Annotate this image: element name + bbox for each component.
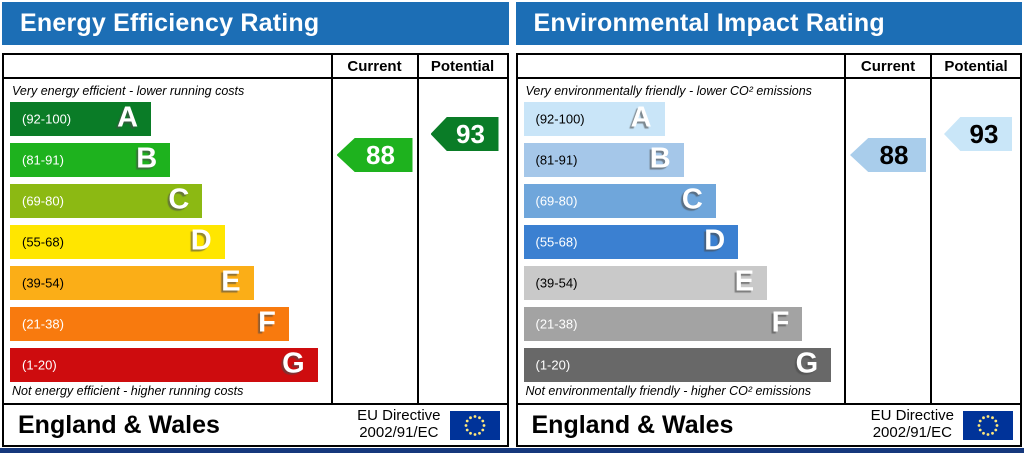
rating-table: Current Potential Very energy efficient …	[2, 53, 509, 447]
current-rating-value: 88	[366, 139, 395, 170]
band-row: (81-91) B	[523, 142, 684, 177]
eu-flag-icon	[963, 410, 1013, 440]
potential-rating-value: 93	[969, 118, 999, 149]
column-header-potential: Potential	[416, 55, 507, 77]
bottom-strip	[0, 448, 1024, 453]
current-rating-arrow: 88	[850, 138, 926, 172]
caption-bottom: Not energy efficient - higher running co…	[12, 384, 244, 398]
table-body-row: Very energy efficient - lower running co…	[4, 79, 507, 405]
eu-directive-line1: EU Directive	[870, 407, 954, 425]
band-letter: B	[649, 142, 671, 175]
band-range: (69-80)	[22, 193, 64, 209]
band-row: (81-91) B	[10, 142, 171, 177]
band-range: (81-91)	[535, 152, 578, 168]
column-header-potential: Potential	[930, 55, 1020, 77]
current-column-cell: 88	[330, 79, 417, 403]
band-letter: C	[168, 183, 190, 216]
panel-title: Energy Efficiency Rating	[2, 2, 509, 45]
band-letter: A	[117, 101, 139, 134]
potential-column-cell: 93	[930, 79, 1020, 403]
column-header-current: Current	[844, 55, 930, 77]
region-label: England & Wales	[18, 410, 220, 439]
band-row: (39-54) E	[10, 265, 254, 300]
band-range: (55-68)	[535, 234, 578, 250]
potential-rating-arrow: 93	[430, 117, 499, 151]
band-range: (1-20)	[535, 357, 571, 373]
current-column-cell: 88	[844, 79, 930, 403]
bands: (92-100) A (81-91) B (69-80) C (55-68) D	[518, 101, 845, 382]
band-range: (21-38)	[22, 316, 64, 332]
potential-rating-arrow: 93	[944, 117, 1012, 151]
table-body-row: Very environmentally friendly - lower CO…	[517, 79, 1020, 405]
band-range: (81-91)	[22, 152, 64, 168]
band-row: (69-80) C	[523, 183, 716, 218]
table-footer-row: England & Wales EU Directive 2002/91/EC	[518, 405, 1021, 445]
band-row: (69-80) C	[10, 183, 203, 218]
eu-directive-line1: EU Directive	[357, 407, 441, 425]
band-range: (39-54)	[535, 275, 578, 291]
band-range: (92-100)	[22, 111, 72, 127]
band-range: (92-100)	[535, 111, 585, 127]
column-header-current: Current	[330, 55, 417, 77]
band-row: (55-68) D	[10, 224, 225, 259]
table-footer-row: England & Wales EU Directive 2002/91/EC	[4, 405, 507, 445]
rating-table: Current Potential Very environmentally f…	[515, 53, 1022, 447]
eu-directive-line2: 2002/91/EC	[872, 424, 952, 441]
band-row: (1-20) G	[10, 347, 318, 382]
bands: (92-100) A (81-91) B (69-80) C (55-68) D	[4, 101, 331, 382]
energy-efficiency-panel: Energy Efficiency Rating Current Potenti…	[2, 2, 509, 447]
region-label: England & Wales	[531, 410, 734, 439]
band-scale-area: Very environmentally friendly - lower CO…	[518, 79, 845, 403]
band-range: (69-80)	[535, 193, 578, 209]
header-spacer-cell	[4, 55, 331, 77]
band-row: (21-38) F	[523, 306, 803, 341]
caption-top: Very energy efficient - lower running co…	[12, 84, 245, 98]
current-rating-arrow: 88	[336, 138, 413, 172]
band-scale-area: Very energy efficient - lower running co…	[4, 79, 331, 403]
eu-directive-label: EU Directive 2002/91/EC	[357, 407, 441, 442]
caption-top: Very environmentally friendly - lower CO…	[525, 84, 812, 98]
band-range: (55-68)	[22, 234, 64, 250]
band-row: (92-100) A	[10, 101, 152, 136]
band-letter: E	[734, 265, 755, 298]
band-letter: G	[282, 347, 305, 380]
header-spacer-cell	[518, 55, 845, 77]
band-letter: G	[795, 347, 819, 380]
band-row: (1-20) G	[523, 347, 832, 382]
panels-row: Energy Efficiency Rating Current Potenti…	[0, 0, 1024, 447]
caption-bottom: Not environmentally friendly - higher CO…	[525, 384, 812, 398]
band-row: (55-68) D	[523, 224, 739, 259]
potential-column-cell: 93	[416, 79, 507, 403]
current-rating-value: 88	[879, 139, 909, 170]
band-range: (21-38)	[535, 316, 578, 332]
band-letter: D	[704, 224, 726, 257]
band-row: (21-38) F	[10, 306, 289, 341]
panel-title: Environmental Impact Rating	[515, 2, 1022, 45]
band-range: (39-54)	[22, 275, 64, 291]
band-letter: F	[258, 306, 276, 339]
band-letter: B	[136, 142, 158, 175]
table-header-row: Current Potential	[517, 55, 1020, 79]
band-letter: D	[190, 224, 212, 257]
band-row: (39-54) E	[523, 265, 768, 300]
potential-rating-value: 93	[456, 118, 485, 149]
band-row: (92-100) A	[523, 101, 665, 136]
band-letter: A	[630, 101, 652, 134]
eu-flag-icon	[449, 410, 500, 440]
band-letter: C	[681, 183, 703, 216]
band-letter: E	[221, 265, 241, 298]
band-range: (1-20)	[22, 357, 57, 373]
band-letter: F	[771, 306, 790, 339]
environmental-impact-panel: Environmental Impact Rating Current Pote…	[515, 2, 1022, 447]
table-header-row: Current Potential	[4, 55, 507, 79]
eu-directive-label: EU Directive 2002/91/EC	[870, 407, 954, 442]
eu-directive-line2: 2002/91/EC	[359, 424, 439, 441]
